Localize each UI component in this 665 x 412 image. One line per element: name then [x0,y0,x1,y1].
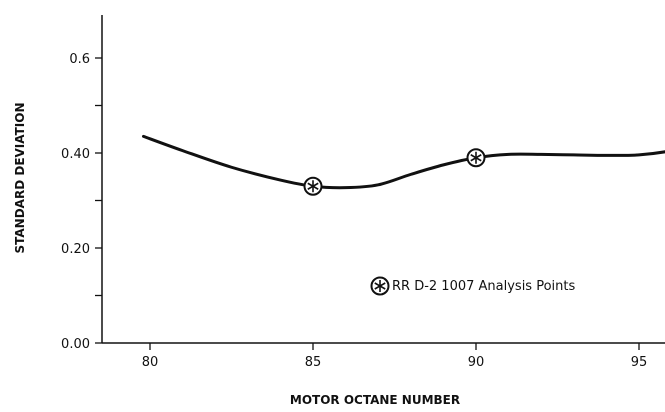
marker-asterisk-stroke [374,282,386,290]
marker-asterisk-stroke [470,154,482,162]
ticks: 808590951001050.000.200.400.6 [61,52,648,370]
x-tick-label: 80 [142,355,159,370]
legend: RR D-2 1007 Analysis Points [370,276,575,296]
curves [141,134,665,190]
legend-label: RR D-2 1007 Analysis Points [392,279,575,294]
marker-asterisk-stroke [307,182,319,190]
x-tick-label: 95 [631,355,648,370]
x-tick-label: 90 [468,355,485,370]
y-tick-label: 0.00 [61,337,90,352]
legend-marker-icon [370,276,390,296]
analysis-point [303,176,323,196]
analysis-point [466,148,486,168]
y-axis-title: STANDARD DEVIATION [13,102,27,253]
x-tick-label: 85 [305,355,322,370]
y-tick-label: 0.40 [61,147,90,162]
y-tick-label: 0.20 [61,242,90,257]
analysis-points [303,148,486,196]
legend-marker-symbol [370,276,390,296]
x-axis-title: MOTOR OCTANE NUMBER [290,393,460,407]
axes [101,15,665,344]
y-tick-label: 0.6 [69,52,90,67]
series-line-low-range [141,134,665,190]
